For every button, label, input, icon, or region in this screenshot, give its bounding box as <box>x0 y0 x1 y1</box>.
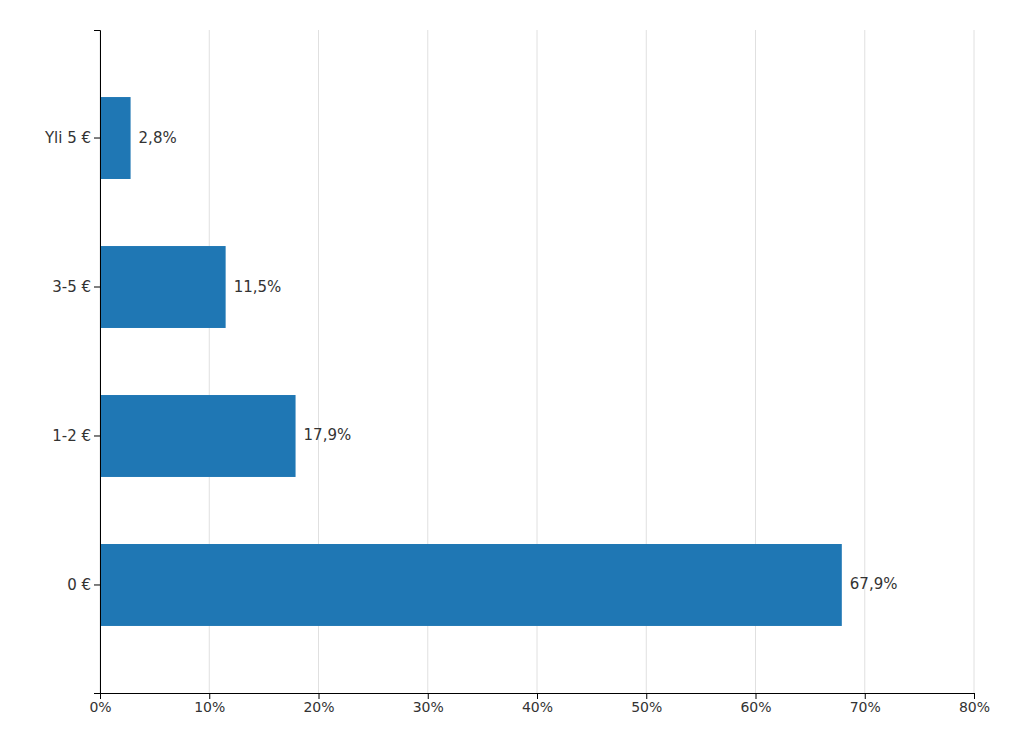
grid-line <box>974 30 975 693</box>
data-label: 17,9% <box>304 426 352 444</box>
data-label: 2,8% <box>139 129 177 147</box>
plot-area: 0% 10% 20% 30% 40% 50% 60% 70% 80% 0 € 1-2 € 3-5 € Y… <box>44 30 990 715</box>
tick: 40% <box>522 693 553 715</box>
axis-line <box>94 31 101 694</box>
tick-label: 10% <box>194 699 225 715</box>
tick: 3-5 € <box>52 278 100 296</box>
data-label: 11,5% <box>234 278 282 296</box>
tick-mark <box>94 287 100 288</box>
tick: 60% <box>740 693 771 715</box>
tick: Yli 5 € <box>44 129 100 147</box>
tick: 30% <box>413 693 444 715</box>
bar <box>100 246 226 328</box>
data-label: 67,9% <box>850 575 898 593</box>
tick-label: 70% <box>850 699 881 715</box>
tick-label: 40% <box>522 699 553 715</box>
tick: 0 € <box>67 576 100 594</box>
tick: 70% <box>850 693 881 715</box>
tick-mark <box>94 138 100 139</box>
y-axis: 0 € 1-2 € 3-5 € Yli 5 € <box>44 31 101 694</box>
tick-label: 20% <box>303 699 334 715</box>
tick-label: 3-5 € <box>52 278 91 296</box>
grid <box>100 30 974 693</box>
tick: 0% <box>89 693 111 715</box>
bar <box>100 97 131 179</box>
data-labels: 67,9% 17,9% 11,5% 2,8% <box>139 129 898 594</box>
tick-label: 50% <box>631 699 662 715</box>
tick: 10% <box>194 693 225 715</box>
grid-line <box>864 30 865 693</box>
tick-label: 30% <box>413 699 444 715</box>
bar <box>100 544 842 626</box>
tick-mark <box>94 435 100 436</box>
tick-label: Yli 5 € <box>44 129 91 147</box>
bars <box>100 97 842 626</box>
tick: 50% <box>631 693 662 715</box>
tick: 1-2 € <box>52 427 100 445</box>
tick: 80% <box>959 693 990 715</box>
tick-mark <box>94 584 100 585</box>
tick-label: 0 € <box>67 576 91 594</box>
x-axis: 0% 10% 20% 30% 40% 50% 60% 70% 80% <box>89 693 990 715</box>
chart: 0% 10% 20% 30% 40% 50% 60% 70% 80% 0 € 1-2 € 3-5 € Y… <box>0 0 1024 743</box>
tick-label: 60% <box>740 699 771 715</box>
bar <box>100 395 296 477</box>
tick: 20% <box>303 693 334 715</box>
tick-label: 1-2 € <box>52 427 91 445</box>
tick-label: 0% <box>89 699 111 715</box>
tick-label: 80% <box>959 699 990 715</box>
